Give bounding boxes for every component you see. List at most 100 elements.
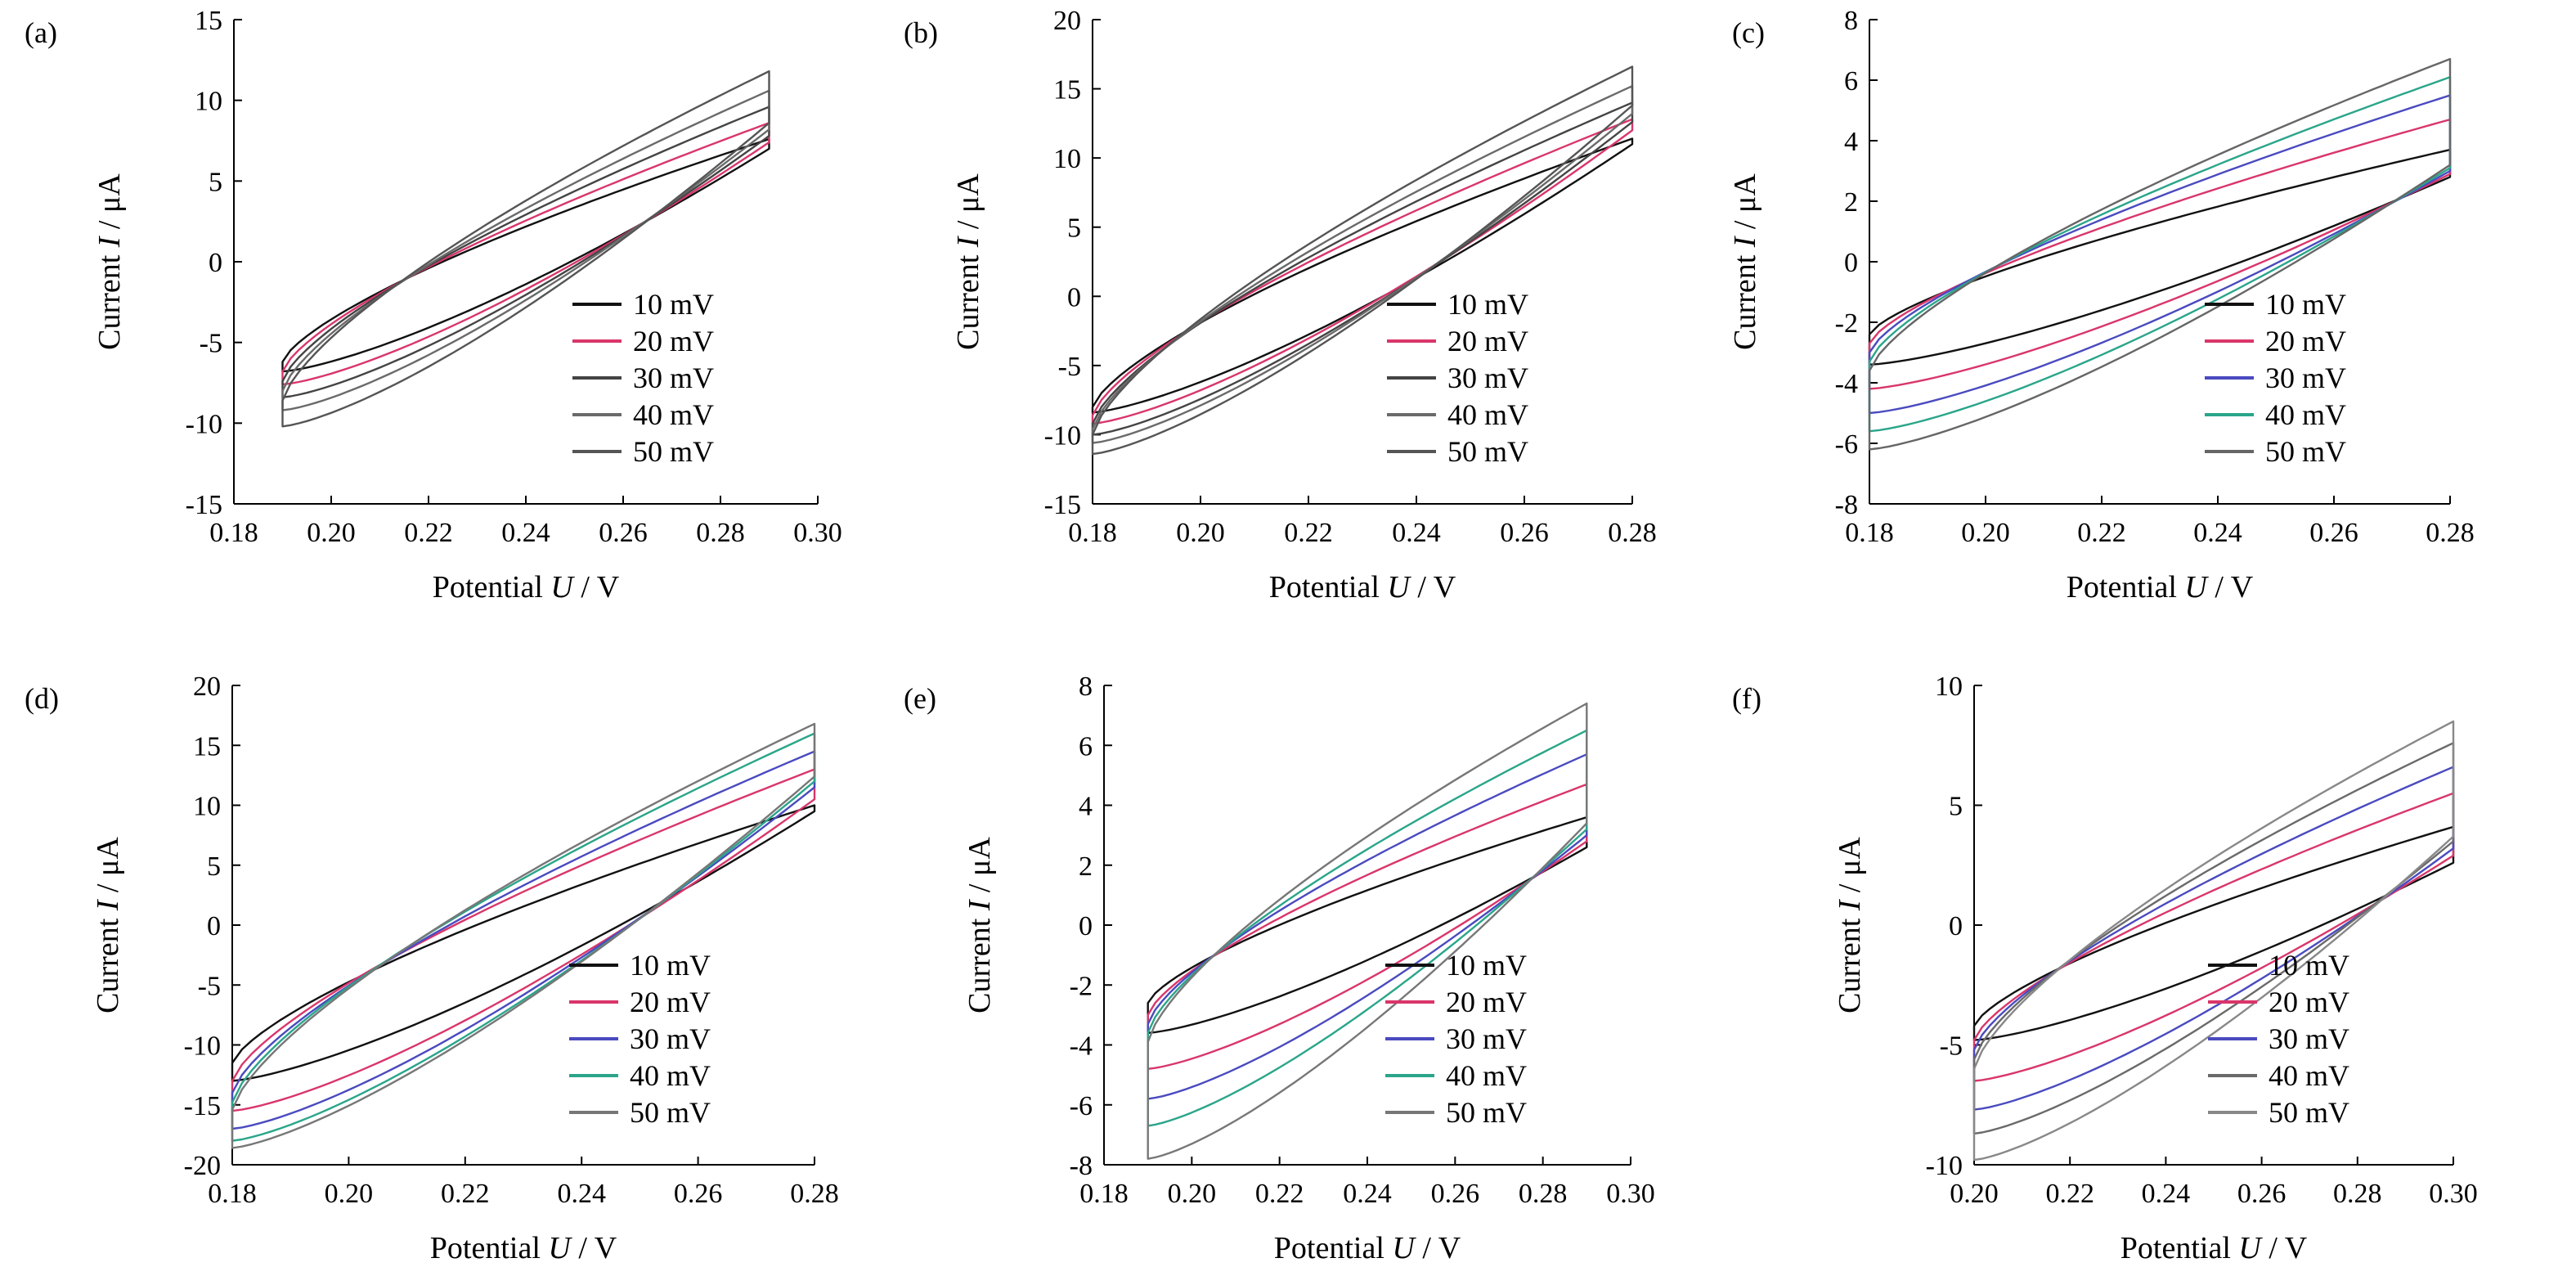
cv-loop-10-mv [1868, 148, 2452, 366]
x-tick-label: 0.28 [2333, 1179, 2382, 1209]
y-tick-label: 5 [1949, 792, 1963, 822]
x-tick-label: 0.18 [1079, 1179, 1129, 1209]
x-tick-label: 0.20 [1176, 518, 1225, 548]
legend-entry: 40 mV [1446, 1059, 1527, 1092]
legend-entry: 50 mV [630, 1096, 711, 1129]
cv-loop-40-mv [1972, 742, 2455, 1135]
cv-loop-50-mv [231, 722, 816, 1149]
y-tick-label: -2 [1070, 971, 1093, 1001]
x-axis-label: Potential U / V [430, 1231, 617, 1265]
y-tick-label: -4 [1835, 369, 1858, 399]
legend-entry: 30 mV [633, 362, 714, 394]
x-tick-label: 0.20 [1168, 1179, 1217, 1209]
legend-entry: 50 mV [1447, 435, 1528, 468]
y-tick-label: 4 [1844, 127, 1858, 157]
y-axis-label: Current I / μA [91, 837, 125, 1013]
y-axis-label: Current I / μA [963, 837, 997, 1013]
x-tick-label: 0.20 [307, 518, 356, 548]
x-tick-label: 0.22 [2045, 1179, 2094, 1209]
y-tick-label: 0 [209, 248, 222, 278]
x-axis-label: Potential U / V [1269, 570, 1456, 604]
cv-loop-50-mv [1091, 65, 1634, 456]
y-tick-label: -5 [1058, 352, 1081, 382]
panel-label: (a) [25, 16, 57, 49]
y-tick-label: -5 [200, 329, 222, 359]
y-tick-label: -4 [1070, 1031, 1093, 1062]
cv-loop-20-mv [1091, 118, 1634, 425]
panel-label: (d) [25, 682, 59, 715]
x-tick-label: 0.18 [1068, 518, 1117, 548]
y-tick-label: -10 [186, 409, 222, 439]
cv-loop-20-mv [1972, 792, 2455, 1082]
x-tick-label: 0.24 [1392, 518, 1441, 548]
x-tick-label: 0.22 [1255, 1179, 1304, 1209]
x-axis-label: Potential U / V [433, 570, 620, 604]
cv-loop-40-mv [1091, 85, 1634, 444]
y-tick-label: 20 [193, 672, 221, 702]
y-tick-label: 8 [1079, 672, 1093, 702]
x-tick-label: 0.22 [404, 518, 453, 548]
panel-label: (b) [904, 16, 938, 49]
x-tick-label: 0.22 [1284, 518, 1333, 548]
cv-loop-20-mv [231, 768, 816, 1112]
y-tick-label: 0 [207, 911, 221, 941]
x-tick-label: 0.28 [2426, 518, 2475, 548]
x-tick-label: 0.26 [599, 518, 648, 548]
legend-entry: 20 mV [630, 986, 711, 1018]
legend-entry: 10 mV [1446, 949, 1527, 982]
x-tick-label: 0.30 [1606, 1179, 1655, 1209]
y-tick-label: -10 [1926, 1151, 1963, 1181]
x-tick-label: 0.20 [1961, 518, 2010, 548]
panel-label: (e) [904, 682, 936, 715]
legend-entry: 40 mV [1447, 398, 1528, 431]
x-tick-label: 0.30 [793, 518, 842, 548]
cv-loop-50-mv [1868, 57, 2452, 451]
y-tick-label: 0 [1949, 911, 1963, 941]
y-tick-label: -15 [186, 490, 222, 520]
y-tick-label: -10 [184, 1031, 221, 1062]
legend-entry: 20 mV [1447, 325, 1528, 357]
y-tick-label: 6 [1079, 731, 1093, 762]
y-tick-label: 5 [207, 851, 221, 882]
y-tick-label: 0 [1067, 282, 1081, 312]
y-tick-label: 10 [195, 87, 222, 117]
legend-entry: 50 mV [633, 435, 714, 468]
x-axis-label: Potential U / V [2067, 570, 2254, 604]
legend-entry: 30 mV [2265, 362, 2346, 394]
y-tick-label: -5 [198, 971, 221, 1001]
y-tick-label: 0 [1844, 248, 1858, 278]
y-tick-label: 10 [1935, 672, 1963, 702]
y-tick-label: 4 [1079, 792, 1093, 822]
x-tick-label: 0.30 [2429, 1179, 2478, 1209]
x-tick-label: 0.28 [1608, 518, 1657, 548]
cv-loop-40-mv [281, 89, 770, 411]
legend-entry: 10 mV [633, 288, 714, 321]
cv-loop-30-mv [1091, 101, 1634, 436]
legend-entry: 30 mV [630, 1022, 711, 1055]
x-tick-label: 0.24 [2142, 1179, 2191, 1209]
cv-loop-20-mv [281, 122, 770, 386]
x-tick-label: 0.26 [1431, 1179, 1480, 1209]
chart-panel-e: (e) -8 -6 -4 -2 0 2 4 6 8 0.18 0.20 0.22 0.24 0.26 0.28… [904, 672, 1655, 1265]
y-tick-label: 2 [1079, 851, 1093, 882]
y-tick-label: -20 [184, 1151, 221, 1181]
y-tick-label: 10 [1053, 144, 1081, 174]
cv-loop-50-mv [1147, 702, 1588, 1160]
y-tick-label: -6 [1070, 1091, 1093, 1121]
x-tick-label: 0.24 [557, 1179, 606, 1209]
chart-panel-b: (b) -15 -10 -5 0 5 10 15 20 0.18 0.20 0.22 0.24 0.26 0… [904, 6, 1657, 604]
legend-entry: 40 mV [2269, 1059, 2349, 1092]
legend-entry: 10 mV [1447, 288, 1528, 321]
cv-loop-50-mv [1972, 720, 2455, 1161]
cv-loop-10-mv [281, 137, 770, 373]
legend-entry: 20 mV [1446, 986, 1527, 1018]
y-axis-label: Current I / μA [1728, 173, 1762, 350]
cv-loop-10-mv [1091, 137, 1634, 414]
cv-loop-10-mv [1972, 825, 2455, 1041]
y-tick-label: 10 [193, 792, 221, 822]
cv-loop-30-mv [231, 750, 816, 1130]
y-axis-label: Current I / μA [1833, 837, 1867, 1013]
x-tick-label: 0.24 [2193, 518, 2242, 548]
x-tick-label: 0.22 [2077, 518, 2126, 548]
